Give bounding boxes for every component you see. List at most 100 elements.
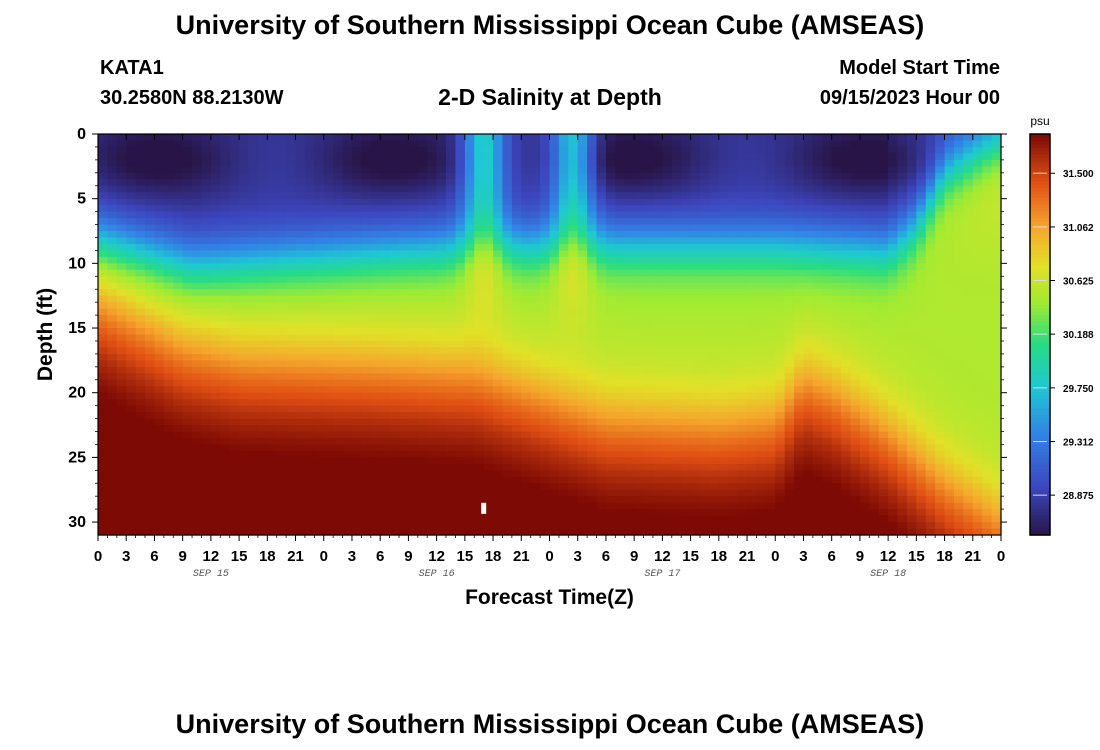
heatmap-cell xyxy=(295,386,306,394)
heatmap-cell xyxy=(511,360,522,368)
heatmap-cell xyxy=(493,373,504,381)
heatmap-cell xyxy=(248,134,259,142)
heatmap-cell xyxy=(728,205,739,213)
heatmap-cell xyxy=(530,159,541,167)
heatmap-cell xyxy=(690,302,701,310)
heatmap-cell xyxy=(116,250,127,258)
heatmap-cell xyxy=(841,269,852,277)
heatmap-cell xyxy=(690,450,701,458)
heatmap-cell xyxy=(568,321,579,329)
heatmap-cell xyxy=(145,289,156,297)
heatmap-cell xyxy=(417,237,428,245)
heatmap-cell xyxy=(239,153,250,161)
heatmap-cell xyxy=(747,515,758,523)
heatmap-cell xyxy=(210,522,221,530)
heatmap-cell xyxy=(841,218,852,226)
heatmap-cell xyxy=(248,496,259,504)
heatmap-cell xyxy=(756,224,767,232)
heatmap-cell xyxy=(549,256,560,264)
heatmap-cell xyxy=(239,502,250,510)
heatmap-cell xyxy=(370,386,381,394)
heatmap-cell xyxy=(248,366,259,374)
heatmap-cell xyxy=(596,515,607,523)
heatmap-cell xyxy=(812,146,823,155)
heatmap-cell xyxy=(427,179,438,187)
heatmap-cell xyxy=(286,224,297,232)
heatmap-cell xyxy=(361,444,372,452)
heatmap-cell xyxy=(540,405,551,413)
heatmap-cell xyxy=(314,457,325,465)
heatmap-cell xyxy=(323,347,334,355)
heatmap-cell xyxy=(163,295,174,303)
heatmap-cell xyxy=(342,386,353,394)
heatmap-cell xyxy=(408,282,419,290)
heatmap-cell xyxy=(135,250,146,258)
heatmap-cell xyxy=(267,340,278,349)
heatmap-cell xyxy=(342,166,353,174)
heatmap-cell xyxy=(577,263,588,271)
heatmap-cell xyxy=(718,444,729,452)
heatmap-cell xyxy=(295,425,306,433)
heatmap-cell xyxy=(417,289,428,297)
heatmap-cell xyxy=(558,450,569,458)
heatmap-cell xyxy=(747,431,758,439)
heatmap-cell xyxy=(464,250,475,258)
heatmap-cell xyxy=(558,153,569,161)
heatmap-cell xyxy=(765,172,776,180)
heatmap-cell xyxy=(192,373,203,381)
heatmap-cell xyxy=(389,509,400,517)
heatmap-cell xyxy=(408,334,419,342)
heatmap-cell xyxy=(286,502,297,510)
heatmap-cell xyxy=(333,392,344,400)
heatmap-cell xyxy=(728,405,739,413)
heatmap-cell xyxy=(304,263,315,271)
heatmap-cell xyxy=(624,179,635,187)
heatmap-cell xyxy=(304,522,315,530)
heatmap-cell xyxy=(464,373,475,381)
heatmap-cell xyxy=(549,231,560,239)
heatmap-cell xyxy=(662,476,673,484)
heatmap-cell xyxy=(267,360,278,368)
heatmap-cell xyxy=(427,198,438,206)
heatmap-cell xyxy=(681,379,692,387)
heatmap-cell xyxy=(267,334,278,342)
heatmap-cell xyxy=(558,431,569,439)
heatmap-cell xyxy=(314,321,325,329)
heatmap-cell xyxy=(210,153,221,161)
heatmap-cell xyxy=(841,522,852,530)
heatmap-cell xyxy=(220,198,231,206)
heatmap-cell xyxy=(210,211,221,219)
heatmap-cell xyxy=(596,496,607,504)
heatmap-cell xyxy=(333,211,344,219)
heatmap-cell xyxy=(417,315,428,323)
heatmap-cell xyxy=(831,528,842,536)
heatmap-cell xyxy=(775,431,786,439)
heatmap-cell xyxy=(239,386,250,394)
heatmap-cell xyxy=(841,379,852,387)
heatmap-cell xyxy=(417,224,428,232)
heatmap-cell xyxy=(643,450,654,458)
heatmap-cell xyxy=(521,250,532,258)
heatmap-cell xyxy=(239,166,250,174)
heatmap-cell xyxy=(192,321,203,329)
heatmap-cell xyxy=(794,224,805,232)
heatmap-cell xyxy=(370,412,381,420)
heatmap-cell xyxy=(483,399,494,407)
heatmap-cell xyxy=(417,483,428,491)
heatmap-cell xyxy=(229,159,240,167)
heatmap-cell xyxy=(229,515,240,523)
heatmap-cell xyxy=(361,263,372,271)
heatmap-cell xyxy=(728,496,739,504)
heatmap-cell xyxy=(436,405,447,413)
heatmap-cell xyxy=(747,347,758,355)
heatmap-cell xyxy=(333,185,344,193)
heatmap-cell xyxy=(794,146,805,155)
heatmap-cell xyxy=(314,386,325,394)
heatmap-cell xyxy=(690,522,701,530)
heatmap-cell xyxy=(624,496,635,504)
heatmap-cell xyxy=(135,231,146,239)
heatmap-cell xyxy=(229,224,240,232)
heatmap-cell xyxy=(126,386,137,394)
heatmap-cell xyxy=(794,457,805,465)
heatmap-cell xyxy=(276,347,287,355)
